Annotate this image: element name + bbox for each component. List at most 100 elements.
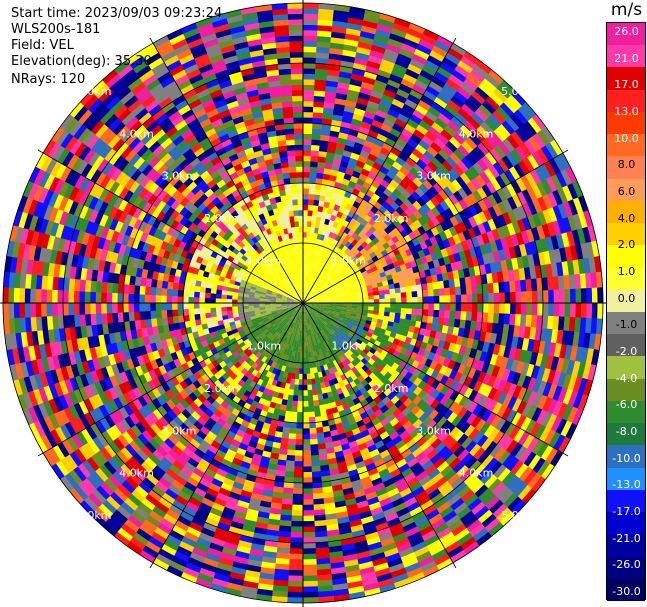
velocity-gate: [327, 242, 333, 250]
velocity-gate: [442, 238, 452, 249]
velocity-gate: [409, 58, 425, 70]
velocity-gate: [309, 166, 318, 173]
velocity-gate: [149, 302, 156, 312]
velocity-gate: [306, 287, 310, 294]
velocity-gate: [318, 8, 335, 16]
velocity-gate: [310, 291, 316, 296]
velocity-gate: [555, 233, 565, 249]
velocity-gate: [404, 280, 412, 287]
velocity-gate: [336, 211, 344, 219]
velocity-gate: [376, 252, 384, 260]
velocity-gate: [333, 289, 340, 293]
velocity-gate: [469, 149, 482, 163]
velocity-gate: [291, 406, 298, 413]
velocity-gate: [308, 281, 311, 288]
velocity-gate: [325, 157, 334, 165]
velocity-gate: [313, 300, 320, 302]
velocity-gate: [399, 313, 407, 320]
velocity-gate: [510, 233, 520, 247]
velocity-gate: [317, 282, 323, 288]
velocity-gate: [401, 189, 412, 199]
velocity-gate: [520, 230, 530, 244]
velocity-gate: [359, 30, 376, 40]
velocity-gate: [302, 395, 309, 402]
velocity-gate: [472, 129, 486, 143]
velocity-gate: [547, 207, 558, 223]
velocity-gate: [327, 255, 333, 262]
velocity-gate: [320, 129, 331, 137]
velocity-gate: [106, 312, 114, 324]
velocity-gate: [330, 36, 346, 45]
velocity-gate: [411, 237, 420, 247]
velocity-gate: [523, 120, 538, 137]
velocity-gate: [122, 302, 129, 313]
velocity-gate: [307, 395, 314, 402]
velocity-gate: [314, 410, 321, 418]
velocity-gate: [304, 264, 308, 271]
velocity-gate: [310, 260, 315, 267]
velocity-gate: [430, 226, 440, 237]
velocity-gate: [368, 184, 378, 194]
velocity-gate: [302, 390, 308, 397]
velocity-gate: [472, 225, 482, 237]
velocity-gate: [497, 141, 511, 156]
velocity-gate: [316, 281, 322, 287]
velocity-gate: [292, 493, 303, 500]
velocity-gate: [484, 263, 492, 275]
velocity-gate: [390, 298, 397, 304]
velocity-gate: [289, 422, 297, 429]
velocity-gate: [285, 465, 295, 473]
velocity-gate: [310, 290, 315, 296]
velocity-gate: [470, 177, 482, 191]
velocity-gate: [303, 84, 315, 91]
velocity-gate: [84, 302, 91, 315]
velocity-gate: [291, 520, 303, 527]
velocity-gate: [447, 236, 457, 247]
velocity-gate: [320, 134, 330, 142]
velocity-gate: [303, 73, 316, 80]
velocity-gate: [215, 311, 223, 317]
velocity-gate: [309, 171, 317, 179]
velocity-gate: [304, 292, 306, 298]
velocity-gate: [306, 237, 310, 244]
velocity-gate: [423, 90, 438, 102]
velocity-gate: [434, 266, 443, 275]
velocity-gate: [308, 270, 312, 277]
velocity-gate: [569, 303, 577, 318]
velocity-gate: [51, 289, 58, 303]
velocity-gate: [336, 271, 343, 278]
velocity-gate: [285, 405, 293, 412]
velocity-gate: [352, 62, 367, 72]
velocity-gate: [182, 302, 189, 310]
velocity-gate: [383, 289, 391, 295]
velocity-gate: [552, 205, 563, 221]
velocity-gate: [313, 286, 319, 292]
velocity-gate: [314, 272, 319, 279]
velocity-gate: [231, 299, 238, 303]
velocity-gate: [329, 214, 337, 222]
velocity-gate: [313, 301, 320, 303]
velocity-gate: [408, 181, 420, 192]
velocity-gate: [338, 131, 349, 140]
velocity-gate: [327, 289, 334, 294]
velocity-gate: [382, 280, 389, 287]
velocity-gate: [420, 276, 428, 285]
velocity-gate: [455, 294, 462, 304]
velocity-gate: [355, 136, 366, 146]
velocity-gate: [372, 269, 380, 276]
velocity-gate: [444, 310, 451, 319]
velocity-gate: [461, 156, 473, 170]
velocity-gate: [326, 286, 333, 291]
velocity-gate: [403, 198, 413, 209]
velocity-gate: [502, 211, 513, 226]
velocity-gate: [303, 95, 315, 102]
velocity-gate: [572, 197, 584, 214]
velocity-gate: [322, 279, 328, 285]
velocity-gate: [431, 45, 448, 58]
velocity-gate: [317, 161, 326, 169]
velocity-gate: [122, 293, 129, 303]
velocity-gate: [302, 455, 312, 462]
velocity-gate: [428, 303, 435, 311]
velocity-gate: [346, 250, 354, 257]
velocity-gate: [389, 73, 404, 84]
